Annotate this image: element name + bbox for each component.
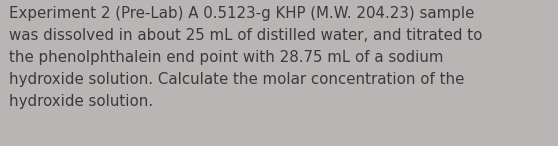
Text: Experiment 2 (Pre-Lab) A 0.5123-g KHP (M.W. 204.23) sample
was dissolved in abou: Experiment 2 (Pre-Lab) A 0.5123-g KHP (M… — [9, 6, 482, 109]
